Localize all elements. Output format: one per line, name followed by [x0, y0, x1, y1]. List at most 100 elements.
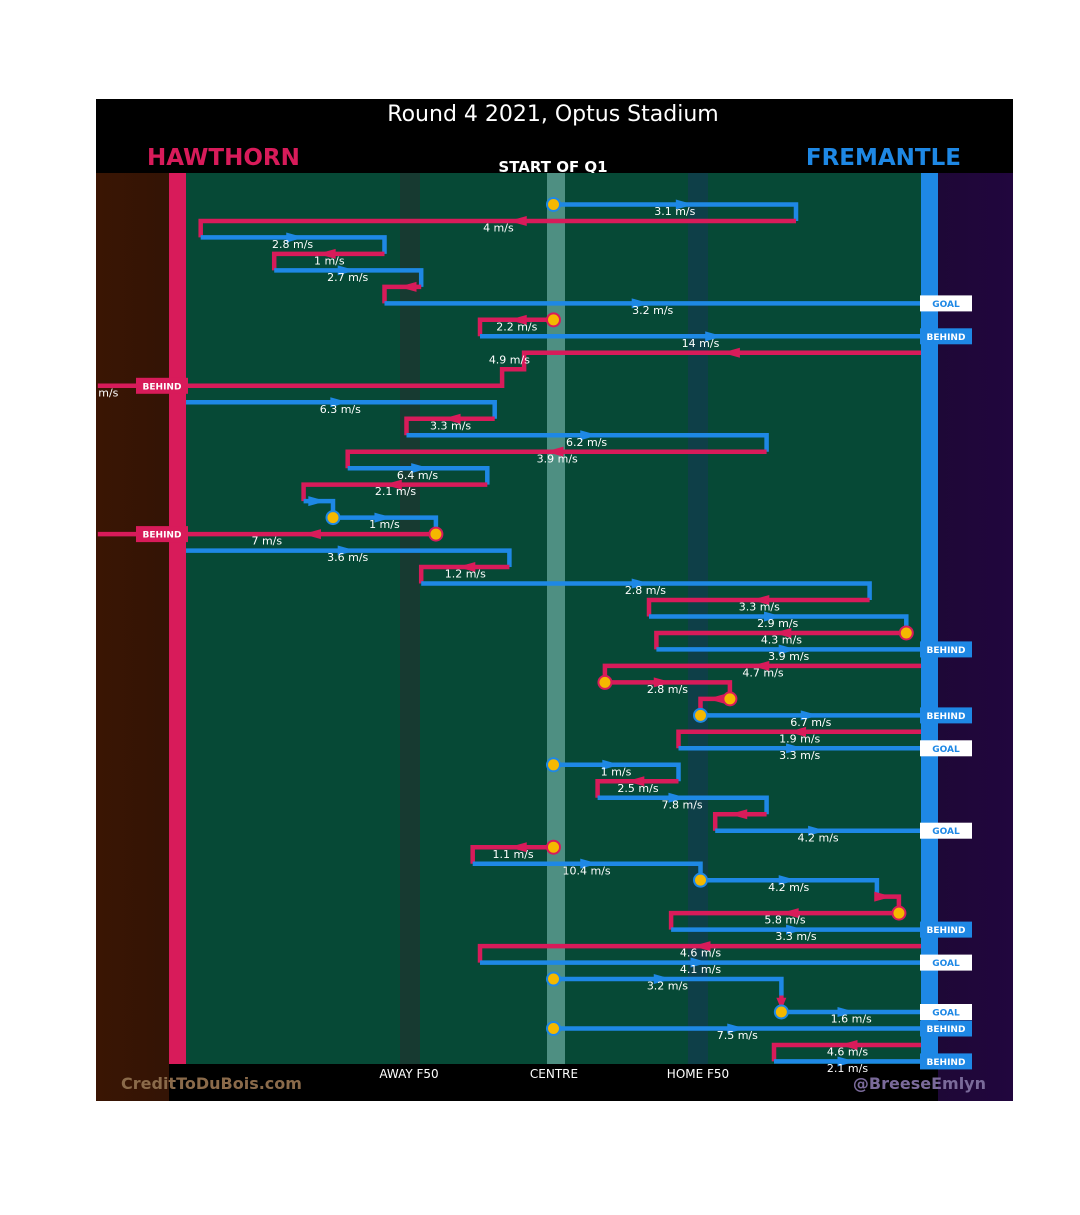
speed-label-0: 3.1 m/s: [654, 205, 695, 218]
speed-label-45: 4.1 m/s: [680, 963, 721, 976]
speed-label-34: 2.5 m/s: [617, 782, 658, 795]
speed-label-25: 4.3 m/s: [761, 634, 802, 647]
chain-fremantle-4: [274, 268, 424, 287]
chain-arrow-14: [545, 446, 564, 457]
chain-arrow-7: [508, 314, 527, 325]
outcome-badge-9: [136, 377, 188, 394]
possession-chains: 3.1 m/s4 m/s2.8 m/s1 m/s2.7 m/s3.2 m/s2.…: [96, 196, 921, 1075]
chain-hawthorn-12: [404, 416, 495, 436]
speed-label-22: 2.8 m/s: [625, 584, 666, 597]
fremantle-goal-line: [921, 173, 938, 1064]
chain-hawthorn-23: [646, 597, 870, 617]
speed-label-46: 3.2 m/s: [647, 980, 688, 993]
speed-label-15: 6.4 m/s: [397, 469, 438, 482]
chain-arrow-37: [808, 825, 827, 836]
chain-arrow-23: [751, 595, 770, 605]
outcome-label-48: GOAL: [932, 1009, 960, 1019]
chain-fremantle-15: [347, 465, 490, 485]
stoppage-marker-25: [898, 625, 914, 641]
chain-arrow-35: [668, 792, 687, 803]
hawthorn-goal-line: [169, 173, 186, 1064]
chain-arrow-17: [308, 496, 327, 507]
outcome-label-32: GOAL: [932, 745, 960, 755]
chain-arrow-31: [788, 726, 807, 737]
chain-arrow-43: [786, 924, 805, 935]
chain-arrow-16: [383, 479, 402, 490]
chain-fremantle-2: [200, 235, 387, 254]
speed-label-26: 3.9 m/s: [768, 650, 809, 663]
team-left-name: HAWTHORN: [147, 145, 300, 171]
away-f50-line: [400, 173, 420, 1064]
speed-label-12: 3.3 m/s: [430, 419, 471, 432]
chain-arrow-47: [776, 997, 787, 1010]
chain-arrow-46: [653, 974, 672, 985]
footer-band: [169, 1064, 938, 1101]
chain-arrow-3: [317, 248, 336, 259]
outcome-label-49: BEHIND: [927, 1025, 966, 1035]
speed-label-18: 1 m/s: [369, 518, 400, 531]
outcome-label-8: BEHIND: [927, 333, 966, 343]
chain-arrow-42: [780, 908, 799, 919]
chain-arrow-19: [302, 529, 321, 540]
outcome-label-45: GOAL: [932, 959, 960, 969]
outcome-badge-26: [920, 641, 972, 658]
chain-arrow-45: [690, 957, 709, 968]
chain-arrow-11: [330, 397, 349, 408]
outcome-label-26: BEHIND: [927, 646, 966, 656]
speed-label-20: 3.6 m/s: [327, 551, 368, 564]
chain-fremantle-40: [700, 877, 880, 897]
chain-hawthorn-34: [595, 779, 679, 798]
speed-label-16: 2.1 m/s: [375, 485, 416, 498]
outcome-label-30: BEHIND: [927, 712, 966, 722]
chain-fremantle-11: [186, 399, 497, 419]
speed-label-50: 4.6 m/s: [827, 1046, 868, 1059]
axis-label-centre: CENTRE: [530, 1067, 578, 1081]
speed-label-11: 6.3 m/s: [320, 403, 361, 416]
speed-label-19: 7 m/s: [251, 535, 282, 548]
title-band: [96, 99, 1013, 173]
outcome-badge-37: [920, 822, 972, 839]
chain-fremantle-20: [186, 548, 512, 567]
team-right-name: FREMANTLE: [806, 145, 961, 171]
speed-label-3: 1 m/s: [314, 255, 345, 268]
speed-label-33: 1 m/s: [601, 765, 632, 778]
chain-arrow-50: [839, 1039, 858, 1050]
speed-label-35: 7.8 m/s: [662, 798, 703, 811]
centre-line: [547, 173, 565, 1064]
speed-label-7: 2.2 m/s: [496, 320, 537, 333]
speed-label-1: 4 m/s: [483, 222, 514, 235]
speed-label-24: 2.9 m/s: [757, 617, 798, 630]
chain-fremantle-22: [421, 581, 872, 600]
chain-arrow-27: [751, 660, 770, 671]
chain-arrow-29: [707, 693, 726, 704]
chain-arrow-24: [764, 611, 782, 622]
axis-label-home-f50: HOME F50: [667, 1067, 729, 1081]
chain-hawthorn-25: [654, 630, 907, 650]
chain-arrow-26: [778, 644, 797, 655]
chain-fremantle-35: [597, 795, 769, 815]
outcome-badge-19: [136, 526, 188, 543]
chain-arrow-22: [631, 578, 650, 589]
chain-arrow-51: [837, 1056, 856, 1067]
speed-label-21: 1.2 m/s: [445, 568, 486, 581]
chain-hawthorn-1: [198, 218, 796, 238]
outcome-badge-30: [920, 707, 972, 724]
stoppage-marker-19: [428, 526, 444, 542]
stoppage-marker-18: [325, 510, 341, 526]
speed-label-51: 2.1 m/s: [827, 1062, 868, 1075]
chain-hawthorn-14: [345, 449, 767, 469]
chain-hawthorn-9: [97, 350, 921, 389]
outcome-label-51: BEHIND: [927, 1058, 966, 1068]
chain-hawthorn-36: [712, 811, 767, 831]
outcome-label-6: GOAL: [932, 300, 960, 310]
chain-arrow-1: [508, 215, 527, 226]
chain-arrow-41: [874, 891, 893, 902]
speed-label-30: 6.7 m/s: [790, 716, 831, 729]
chain-arrow-34: [626, 776, 645, 787]
outcome-label-43: BEHIND: [927, 926, 966, 936]
chain-arrow-44: [692, 941, 711, 952]
outcome-badge-48: [920, 1004, 972, 1020]
chain-arrow-8: [705, 331, 724, 342]
chain-hawthorn-21: [418, 564, 510, 584]
speed-label-28: 2.8 m/s: [647, 683, 688, 696]
